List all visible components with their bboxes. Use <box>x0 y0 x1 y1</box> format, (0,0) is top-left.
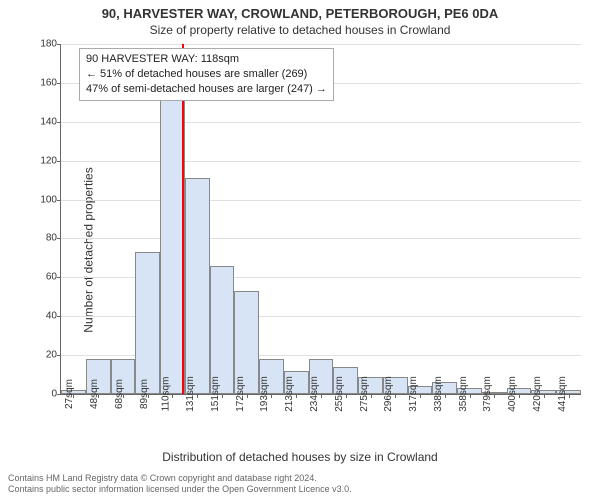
x-tick-label: 213sqm <box>278 376 295 412</box>
y-tick-label: 80 <box>46 233 61 244</box>
x-tick-label: 441sqm <box>551 376 568 412</box>
footnote-line-1: Contains HM Land Registry data © Crown c… <box>8 473 352 485</box>
x-tick-label: 358sqm <box>452 376 469 412</box>
gridline <box>61 161 581 162</box>
annotation-line-3: 47% of semi-detached houses are larger (… <box>86 82 327 97</box>
annotation-line-1: 90 HARVESTER WAY: 118sqm <box>86 52 327 67</box>
x-tick-label: 317sqm <box>402 376 419 412</box>
x-tick-mark <box>569 394 570 398</box>
x-axis-label: Distribution of detached houses by size … <box>0 450 600 464</box>
x-tick-mark <box>519 394 520 398</box>
plot-area: 02040608010012014016018027sqm48sqm68sqm8… <box>60 44 581 395</box>
x-tick-mark <box>544 394 545 398</box>
x-tick-mark <box>271 394 272 398</box>
y-tick-label: 180 <box>40 39 61 50</box>
y-tick-label: 160 <box>40 77 61 88</box>
x-tick-label: 172sqm <box>229 376 246 412</box>
x-tick-label: 296sqm <box>377 376 394 412</box>
gridline <box>61 200 581 201</box>
x-tick-label: 420sqm <box>526 376 543 412</box>
x-tick-mark <box>222 394 223 398</box>
y-tick-label: 20 <box>46 350 61 361</box>
footnote-line-2: Contains public sector information licen… <box>8 484 352 496</box>
x-tick-mark <box>395 394 396 398</box>
x-tick-label: 193sqm <box>254 376 271 412</box>
x-tick-mark <box>346 394 347 398</box>
footnote: Contains HM Land Registry data © Crown c… <box>8 473 352 496</box>
chart-subtitle: Size of property relative to detached ho… <box>0 21 600 37</box>
y-tick-label: 120 <box>40 155 61 166</box>
y-tick-label: 60 <box>46 272 61 283</box>
x-tick-mark <box>247 394 248 398</box>
gridline <box>61 238 581 239</box>
histogram-bar <box>160 77 185 394</box>
x-tick-label: 234sqm <box>303 376 320 412</box>
y-tick-label: 40 <box>46 311 61 322</box>
histogram-bar <box>185 178 210 394</box>
x-tick-mark <box>445 394 446 398</box>
x-tick-label: 89sqm <box>133 379 150 409</box>
x-tick-label: 275sqm <box>353 376 370 412</box>
gridline <box>61 44 581 45</box>
y-tick-label: 100 <box>40 194 61 205</box>
x-tick-mark <box>197 394 198 398</box>
x-tick-label: 400sqm <box>501 376 518 412</box>
x-tick-label: 68sqm <box>108 379 125 409</box>
histogram-bar <box>210 266 235 394</box>
annotation-box: 90 HARVESTER WAY: 118sqm← 51% of detache… <box>79 48 334 101</box>
gridline <box>61 122 581 123</box>
x-tick-label: 255sqm <box>328 376 345 412</box>
annotation-line-2: ← 51% of detached houses are smaller (26… <box>86 67 327 82</box>
chart-title: 90, HARVESTER WAY, CROWLAND, PETERBOROUG… <box>0 0 600 21</box>
x-tick-mark <box>470 394 471 398</box>
x-tick-label: 379sqm <box>477 376 494 412</box>
y-tick-label: 140 <box>40 116 61 127</box>
x-tick-label: 110sqm <box>155 377 172 412</box>
x-tick-mark <box>371 394 372 398</box>
x-tick-mark <box>321 394 322 398</box>
x-tick-mark <box>494 394 495 398</box>
x-tick-label: 151sqm <box>204 376 221 412</box>
x-tick-label: 48sqm <box>83 379 100 409</box>
histogram-bar <box>135 252 160 394</box>
x-tick-mark <box>172 394 173 398</box>
x-tick-label: 338sqm <box>427 376 444 412</box>
x-tick-mark <box>296 394 297 398</box>
x-tick-mark <box>420 394 421 398</box>
x-tick-label: 27sqm <box>58 379 75 409</box>
